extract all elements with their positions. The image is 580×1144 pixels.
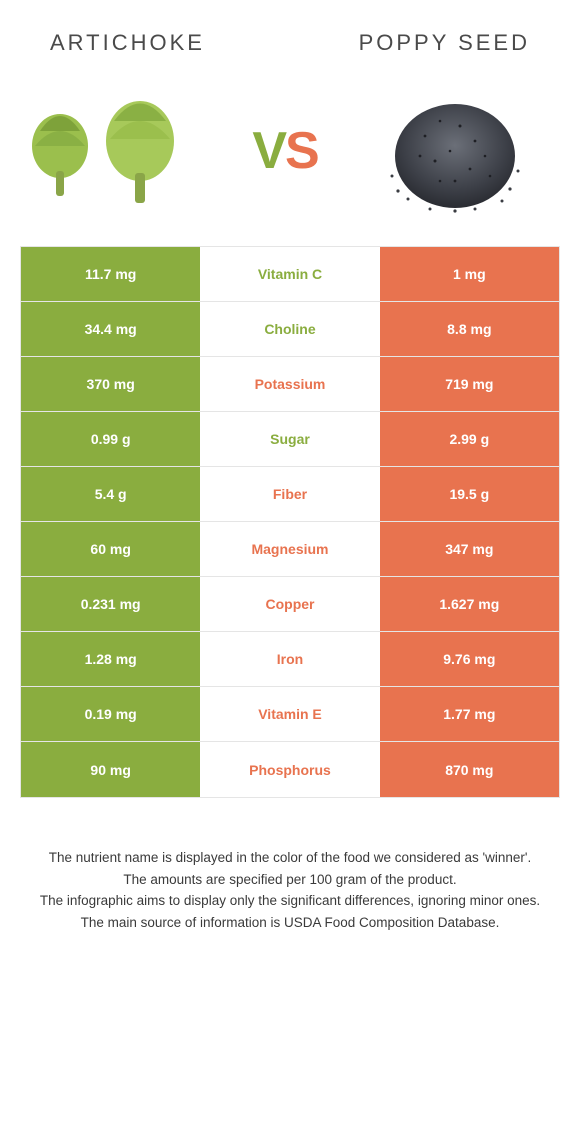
value-left: 0.231 mg	[21, 577, 200, 631]
nutrient-label: Phosphorus	[200, 742, 379, 797]
value-right: 2.99 g	[380, 412, 559, 466]
nutrient-label: Copper	[200, 577, 379, 631]
nutrient-label: Vitamin C	[200, 247, 379, 301]
nutrient-label: Vitamin E	[200, 687, 379, 741]
vs-v-letter: V	[252, 121, 285, 181]
footnote-line: The amounts are specified per 100 gram o…	[35, 870, 545, 890]
table-row: 60 mgMagnesium347 mg	[21, 522, 559, 577]
value-left: 90 mg	[21, 742, 200, 797]
table-row: 1.28 mgIron9.76 mg	[21, 632, 559, 687]
value-left: 60 mg	[21, 522, 200, 576]
value-left: 34.4 mg	[21, 302, 200, 356]
nutrient-label: Magnesium	[200, 522, 379, 576]
value-right: 19.5 g	[380, 467, 559, 521]
value-right: 870 mg	[380, 742, 559, 797]
value-right: 8.8 mg	[380, 302, 559, 356]
nutrient-label: Potassium	[200, 357, 379, 411]
table-row: 0.99 gSugar2.99 g	[21, 412, 559, 467]
title-right: POPPY SEED	[359, 30, 530, 56]
header: ARTICHOKE POPPY SEED	[0, 0, 580, 66]
footnotes: The nutrient name is displayed in the co…	[0, 798, 580, 932]
value-right: 1.627 mg	[380, 577, 559, 631]
nutrient-label: Fiber	[200, 467, 379, 521]
value-right: 719 mg	[380, 357, 559, 411]
table-row: 11.7 mgVitamin C1 mg	[21, 247, 559, 302]
value-left: 11.7 mg	[21, 247, 200, 301]
footnote-line: The main source of information is USDA F…	[35, 913, 545, 933]
value-left: 5.4 g	[21, 467, 200, 521]
value-left: 0.99 g	[21, 412, 200, 466]
artichoke-image	[30, 81, 200, 221]
value-left: 370 mg	[21, 357, 200, 411]
images-row: VS	[0, 66, 580, 246]
value-right: 9.76 mg	[380, 632, 559, 686]
nutrient-label: Choline	[200, 302, 379, 356]
vs-s-letter: S	[285, 121, 318, 181]
value-left: 0.19 mg	[21, 687, 200, 741]
vs-badge: VS	[252, 121, 317, 181]
table-row: 34.4 mgCholine8.8 mg	[21, 302, 559, 357]
table-row: 0.231 mgCopper1.627 mg	[21, 577, 559, 632]
poppy-seed-image	[370, 81, 540, 221]
value-right: 1 mg	[380, 247, 559, 301]
table-row: 5.4 gFiber19.5 g	[21, 467, 559, 522]
title-left: ARTICHOKE	[50, 30, 205, 56]
table-row: 0.19 mgVitamin E1.77 mg	[21, 687, 559, 742]
table-row: 370 mgPotassium719 mg	[21, 357, 559, 412]
value-right: 1.77 mg	[380, 687, 559, 741]
value-left: 1.28 mg	[21, 632, 200, 686]
footnote-line: The infographic aims to display only the…	[35, 891, 545, 911]
table-row: 90 mgPhosphorus870 mg	[21, 742, 559, 797]
nutrient-label: Sugar	[200, 412, 379, 466]
nutrient-table: 11.7 mgVitamin C1 mg34.4 mgCholine8.8 mg…	[20, 246, 560, 798]
footnote-line: The nutrient name is displayed in the co…	[35, 848, 545, 868]
nutrient-label: Iron	[200, 632, 379, 686]
value-right: 347 mg	[380, 522, 559, 576]
